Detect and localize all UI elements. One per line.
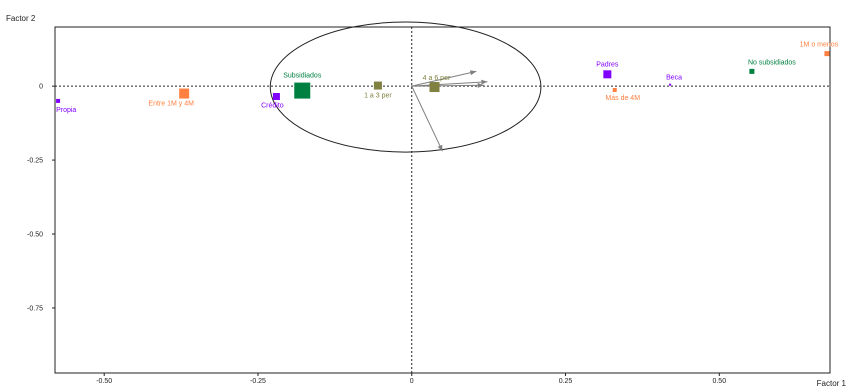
y-tick-label: 0 [39, 84, 43, 91]
x-tick-label: -0.25 [250, 378, 266, 385]
label-credito: Crédito [261, 102, 284, 109]
x-axis-title: Factor 1 [817, 379, 847, 388]
label-4-a-6-per: 4 a 6 per [423, 75, 451, 82]
y-tick-label: -0.25 [27, 158, 43, 165]
label-subsidiados: Subsidiados [283, 73, 322, 80]
point-mas-de-4m [612, 87, 617, 92]
x-tick-label: 0.25 [559, 378, 573, 385]
x-tick-label: 0 [410, 378, 414, 385]
point-subsidiados [294, 82, 311, 99]
y-tick-label: -0.75 [27, 305, 43, 312]
y-axis-title: Factor 2 [6, 14, 36, 23]
point-credito [272, 92, 280, 100]
x-tick-label: 0.50 [712, 378, 726, 385]
y-tick-label: -0.50 [27, 232, 43, 239]
confidence-ellipse [269, 21, 542, 153]
point-1m-o-menos [824, 51, 830, 57]
label-no-subsidiados: No subsidiados [748, 59, 796, 66]
point-entre-1m-y-4m [179, 88, 190, 99]
label-beca: Beca [666, 75, 682, 82]
label-padres: Padres [596, 61, 619, 68]
point-padres [603, 70, 612, 79]
variable-arrow [411, 70, 477, 87]
variable-arrow [411, 85, 443, 152]
label-1-a-3-per: 1 a 3 per [364, 93, 392, 100]
point-propia [56, 98, 61, 103]
label-1m-o-menos: 1M o menos [800, 42, 839, 49]
point-beca [669, 83, 672, 86]
point-no-subsidiados [749, 68, 755, 74]
variable-arrow [411, 79, 488, 87]
label-propia: Propia [56, 107, 76, 114]
label-entre-1m-y-4m: Entre 1M y 4M [148, 101, 194, 108]
point-1-a-3-per [373, 81, 382, 90]
label-mas-de-4m: Más de 4M [605, 95, 640, 102]
point-4-a-6-per [429, 82, 440, 93]
x-tick-label: -0.50 [96, 378, 112, 385]
variable-arrow [411, 82, 484, 88]
